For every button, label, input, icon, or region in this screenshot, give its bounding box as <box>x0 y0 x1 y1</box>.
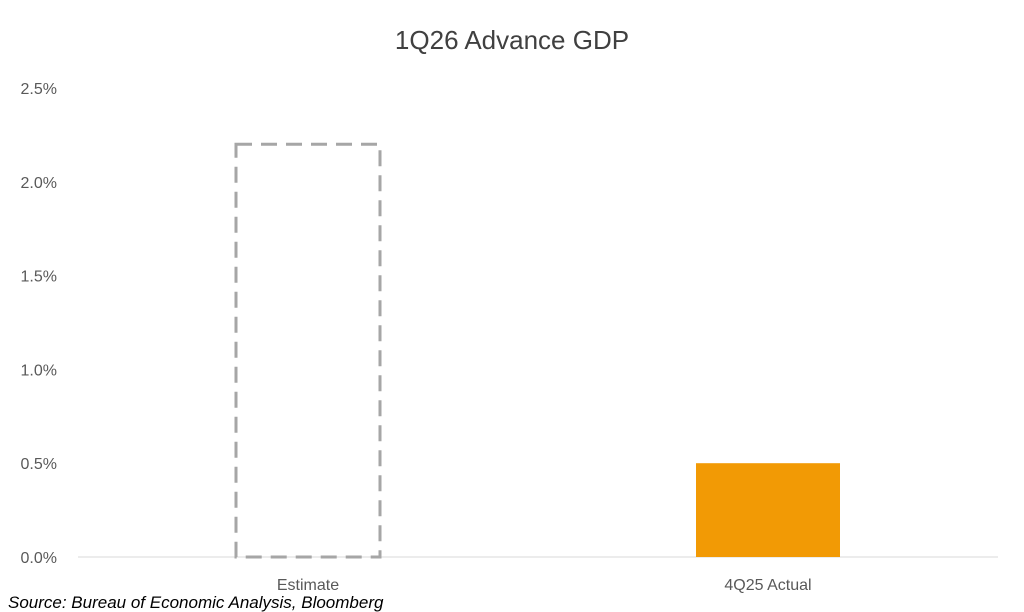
y-tick-label: 2.0% <box>21 175 57 192</box>
y-tick-label: 1.0% <box>21 362 57 379</box>
y-tick-label: 1.5% <box>21 269 57 286</box>
y-tick-label: 0.5% <box>21 456 57 473</box>
bar-4q25-actual <box>696 463 840 557</box>
bar-estimate <box>234 142 382 559</box>
y-tick-label: 0.0% <box>21 550 57 567</box>
y-tick-label: 2.5% <box>21 81 57 98</box>
bars <box>234 142 840 559</box>
x-tick-label: 4Q25 Actual <box>724 577 811 594</box>
source-note: Source: Bureau of Economic Analysis, Blo… <box>8 593 384 612</box>
chart-title: 1Q26 Advance GDP <box>395 25 629 55</box>
x-axis: Estimate 4Q25 Actual <box>277 577 812 594</box>
y-axis: 0.0% 0.5% 1.0% 1.5% 2.0% 2.5% <box>21 81 57 567</box>
x-tick-label: Estimate <box>277 577 339 594</box>
